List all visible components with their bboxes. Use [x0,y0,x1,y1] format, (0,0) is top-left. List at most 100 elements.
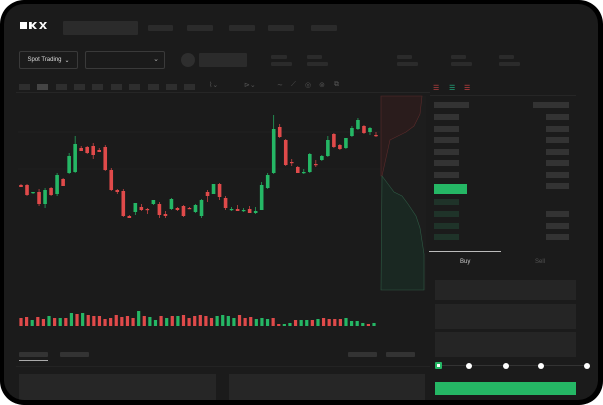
candle-body [338,145,342,149]
stat-value [499,62,520,66]
interval-button-active[interactable] [37,84,48,90]
tab-order-history[interactable] [60,352,89,357]
total-input[interactable] [435,332,576,357]
stat-value [271,62,292,66]
candle-body [133,203,138,212]
ask-price[interactable] [434,114,459,120]
candle-body [187,208,192,210]
spot-trading-dropdown[interactable]: Spot Trading ⌄ [19,51,78,69]
slider-step-100[interactable] [584,363,590,369]
volume-bar [97,316,102,326]
ask-price[interactable] [434,126,459,132]
volume-bar [310,320,314,326]
camera-icon[interactable]: ◎ [305,82,312,89]
ask-price[interactable] [434,172,459,178]
amount-slider-handle[interactable] [435,362,442,369]
amount-input[interactable] [435,304,576,329]
okx-logo[interactable] [20,22,47,29]
interval-button[interactable] [56,84,67,90]
nav-item[interactable] [268,25,294,31]
interval-button[interactable] [148,84,159,90]
coin-avatar [181,53,195,67]
volume-bar [153,320,158,326]
volume-bar [53,318,57,326]
nav-item[interactable] [311,25,337,31]
candle-body [55,175,59,194]
volume-bar [344,318,348,326]
filter-button[interactable] [348,352,377,357]
volume-bar [81,313,85,326]
candle-body [199,200,204,216]
filter-button[interactable] [386,352,415,357]
line-tool-icon[interactable]: ∼ [277,82,283,89]
interval-button[interactable] [19,84,30,90]
settings-icon[interactable]: ⊚ [319,82,325,89]
depth-asks [380,95,423,177]
ask-price[interactable] [434,160,459,166]
depth-chart [380,95,426,291]
bid-price[interactable] [434,223,459,229]
interval-button[interactable] [129,84,140,90]
slider-step-25[interactable] [466,363,472,369]
volume-bar [75,314,79,326]
candle-body [19,185,23,187]
volume-bar [120,317,124,326]
candle-body [175,208,180,210]
divider [16,92,430,93]
volume-bar [305,320,309,326]
ask-price[interactable] [434,137,459,143]
buy-tab[interactable]: Buy [460,259,471,265]
candlestick-chart[interactable] [4,4,598,400]
orderbook-asks-icon[interactable]: ☰ [464,85,471,92]
interval-button[interactable] [166,84,177,90]
sell-tab[interactable]: Sell [535,259,546,265]
volume-bar [271,318,275,326]
candle-body [301,172,306,174]
candle-body [344,138,348,148]
volume-bar [19,318,23,326]
pair-select[interactable]: ⌄ [85,51,165,69]
spread [546,183,569,189]
volume-bar [137,311,141,326]
indicator-icon[interactable]: ⊳⌄ [244,82,256,89]
slider-step-75[interactable] [538,363,544,369]
candle-body [356,120,360,129]
ask-amount [546,114,569,120]
fullscreen-icon[interactable]: ⧉ [334,81,339,88]
volume-bar [349,321,354,326]
interval-button[interactable] [74,84,85,90]
volume-bar [321,318,326,326]
volume-bar [265,319,270,326]
tab-open-orders[interactable] [19,352,48,357]
candle-body [253,211,258,213]
bid-price[interactable] [434,211,459,217]
orderbook-bids-icon[interactable]: ☰ [449,85,456,92]
stat-label [499,55,514,59]
bid-price[interactable] [434,199,459,205]
interval-button[interactable] [184,84,195,90]
buy-button[interactable] [435,382,576,395]
volume-bar [288,323,292,326]
price-input[interactable] [435,280,576,300]
nav-item[interactable] [148,25,173,31]
bid-price[interactable] [434,234,459,240]
volume-bar [316,319,320,326]
slider-step-50[interactable] [503,363,509,369]
ask-price[interactable] [434,149,459,155]
interval-button[interactable] [111,84,122,90]
candle-type-icon[interactable]: ⌇⌄ [209,82,219,89]
candle-body [61,179,65,186]
candle-body [295,167,300,173]
pair-name-placeholder [199,53,247,67]
stat-value [397,62,418,66]
orderbook-both-icon[interactable]: ☰ [433,85,440,92]
candle-body [320,156,324,160]
nav-item[interactable] [229,25,255,31]
amount-slider-track[interactable] [438,365,588,366]
nav-item[interactable] [187,25,213,31]
ruler-icon[interactable]: ⟋ [291,81,296,88]
candle-body [163,214,168,216]
interval-button[interactable] [92,84,103,90]
search-placeholder[interactable] [63,21,138,35]
volume-bar [176,316,180,326]
